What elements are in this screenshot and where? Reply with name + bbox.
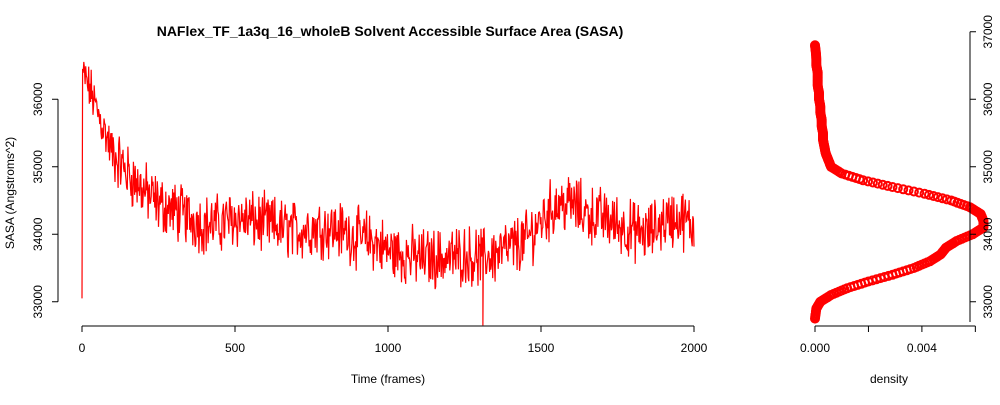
x-tick-label: 1000 [375, 341, 402, 355]
x-tick-label: 0 [79, 341, 86, 355]
density-point [941, 194, 952, 205]
density-point [903, 185, 914, 196]
chart-title: NAFlex_TF_1a3q_16_wholeB Solvent Accessi… [157, 23, 624, 39]
x-tick-label: 1500 [528, 341, 555, 355]
density-point [810, 40, 820, 51]
x-tick-label: 2000 [681, 341, 708, 355]
density-point [872, 178, 883, 189]
y-tick-label: 35000 [31, 150, 45, 184]
y-tick-label: 36000 [31, 82, 45, 116]
density-point [937, 193, 948, 204]
density-point [863, 176, 873, 187]
density-y-tick-label: 36000 [981, 82, 995, 116]
density-point [914, 187, 925, 198]
x-axis-label: Time (frames) [351, 372, 425, 386]
density-point [908, 186, 919, 197]
sasa-time-series-plot: 0 500 1000 1500 2000 33000 34000 35000 36000 [31, 61, 708, 355]
density-x-tick-label: 0.000 [800, 341, 830, 355]
density-point [877, 179, 888, 190]
density-y-tick-label: 35000 [981, 150, 995, 184]
density-point [919, 188, 930, 199]
density-axis-label: density [870, 372, 908, 386]
density-point [887, 182, 898, 192]
density-y-tick-label: 34000 [981, 217, 995, 251]
density-point [882, 180, 893, 191]
density-point [898, 184, 909, 195]
density-y-tick-label: 33000 [981, 285, 995, 319]
density-point [867, 177, 878, 188]
y-tick-label: 34000 [31, 217, 45, 251]
density-point [892, 183, 903, 194]
y-axis-label: SASA (Angstroms^2) [3, 137, 17, 249]
x-tick-label: 500 [225, 341, 245, 355]
y-tick-label: 33000 [31, 285, 45, 319]
density-point [932, 192, 943, 203]
density-point [928, 191, 939, 201]
density-point [946, 195, 957, 206]
density-x-tick-label: 0.004 [907, 341, 937, 355]
density-y-tick-label: 37000 [981, 15, 995, 49]
sasa-density-plot: 0.000 0.004 33000 34000 35000 36000 37000 [800, 15, 995, 355]
density-point [924, 189, 934, 200]
sasa-series-line [81, 61, 695, 326]
